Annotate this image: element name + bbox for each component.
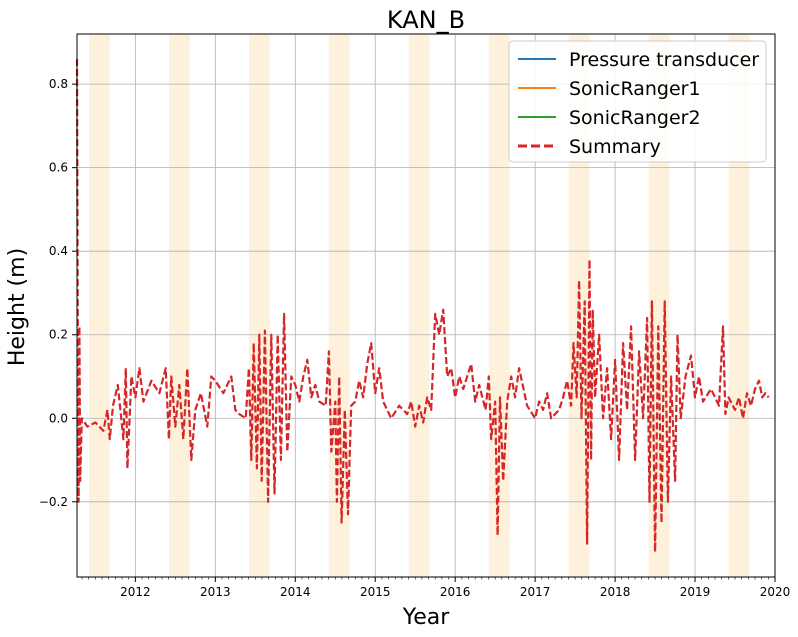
x-tick-label-2013: 2013	[200, 585, 231, 599]
y-tick-label-3: 0.4	[49, 244, 68, 258]
legend-label-pressure-transducer: Pressure transducer	[569, 49, 759, 71]
summer-band-5	[488, 34, 510, 577]
x-tick-label-2015: 2015	[360, 585, 391, 599]
x-tick-label-2020: 2020	[760, 585, 791, 599]
chart-title: KAN_B	[387, 6, 465, 34]
summer-band-8	[728, 34, 750, 577]
x-axis-label: Year	[402, 605, 451, 630]
y-tick-label-5: 0.8	[49, 77, 68, 91]
summer-band-0	[88, 34, 110, 577]
x-tick-label-2014: 2014	[280, 585, 311, 599]
x-tick-label-2012: 2012	[120, 585, 151, 599]
legend-label-sonicranger2: SonicRanger2	[569, 107, 701, 129]
series-line-summary	[75, 59, 770, 553]
y-axis-label: Height (m)	[5, 248, 30, 366]
y-axis-ticks: −0.2 0.0 0.2 0.4 0.6 0.8	[39, 77, 77, 509]
grid	[77, 34, 776, 577]
y-tick-label-0: −0.2	[39, 495, 68, 509]
legend: Pressure transducer SonicRanger1 SonicRa…	[508, 40, 767, 163]
y-tick-label-2: 0.2	[49, 328, 68, 342]
summer-band-1	[168, 34, 190, 577]
x-tick-label-2018: 2018	[600, 585, 631, 599]
x-tick-label-2017: 2017	[520, 585, 551, 599]
summer-band-4	[408, 34, 430, 577]
plot-area-frame	[76, 33, 776, 578]
legend-box	[508, 40, 767, 163]
legend-label-sonicranger1: SonicRanger1	[569, 78, 701, 100]
x-axis-ticks: 2012 2013 2014 2015 2016 2017 2018 2019 2020	[81, 577, 791, 599]
series	[75, 59, 770, 553]
legend-label-summary: Summary	[569, 136, 661, 158]
y-tick-label-1: 0.0	[49, 411, 68, 425]
x-tick-label-2016: 2016	[440, 585, 471, 599]
y-tick-label-4: 0.6	[49, 161, 68, 175]
x-tick-label-2019: 2019	[680, 585, 711, 599]
summer-band-2	[248, 34, 270, 577]
